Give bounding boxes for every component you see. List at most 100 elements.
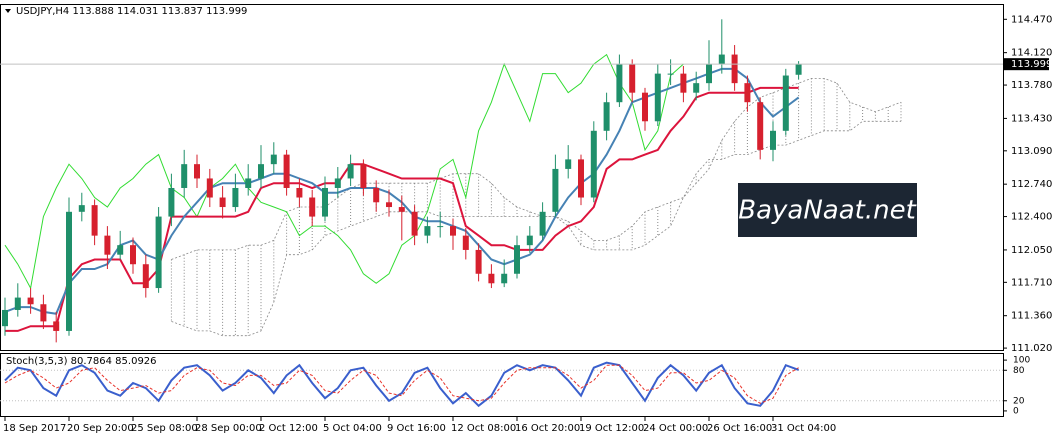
candle-body [2,309,8,327]
x-tick-label: 20 Sep 20:00 [67,423,134,434]
candle-body [398,207,405,212]
chart-title: USDJPY,H4 113.888 114.031 113.837 113.99… [16,6,247,17]
candle-body [360,164,367,188]
candle-body [386,202,392,208]
last-price-label: 113.999 [1011,59,1052,70]
last-price-tag [1004,58,1049,71]
candle-body [578,159,584,198]
candle-body [258,164,264,179]
candle-body [718,54,725,65]
candle-body [654,73,661,122]
candle-body [14,297,21,310]
main-panel-frame [0,4,1004,351]
candle-body [27,297,34,305]
candle-body [219,197,226,208]
x-tick-label: 2 Oct 12:00 [259,423,318,434]
candle-body [744,83,751,103]
candle-body [66,211,72,331]
candle-body [488,273,495,284]
candle-body [411,211,418,236]
candle-body [642,92,648,122]
candle-body [206,178,213,198]
candle-body [782,75,789,131]
y-tick-label: 111.020 [1011,343,1052,354]
y-tick-label: 112.400 [1011,212,1052,223]
candle-body [552,168,559,212]
candle-body [53,321,60,331]
candle-body [245,178,252,188]
candle-body [181,164,188,188]
y-tick-label: 100 [1013,356,1030,366]
candle-body [603,102,610,131]
stoch-line [4,364,799,404]
y-tick-label: 0 [1013,406,1019,416]
candle-body [501,273,508,284]
x-tick-label: 25 Sep 08:00 [131,423,198,434]
y-tick-label: 113.430 [1011,113,1052,124]
candle-body [309,197,316,217]
y-tick-label: 80 [1013,366,1025,376]
x-tick-label: 28 Sep 00:00 [195,423,262,434]
candle-body [706,64,712,84]
candle-body [757,102,764,150]
stoch-title: Stoch(3,5,3) 80.7864 85.0926 [6,356,157,367]
candle-body [514,245,520,274]
x-tick-label: 9 Oct 16:00 [387,423,446,434]
candle-body [565,159,572,169]
candle-body [437,226,444,228]
candle-body [667,73,674,75]
cloud-span-b [171,120,901,337]
candle-body [347,164,354,179]
candle-body [104,235,111,255]
candle-body [78,205,85,212]
watermark-box [738,183,917,237]
candle-body [680,73,687,93]
y-tick-label: 113.780 [1011,80,1052,91]
candle-body [91,205,98,236]
x-tick-label: 5 Oct 04:00 [323,423,382,434]
candle-body [795,64,802,75]
stoch-panel-frame [0,353,1004,417]
candle-body [232,187,239,208]
indicator-line [4,67,800,315]
panel-arrow [5,9,11,13]
y-tick-label: 20 [1013,396,1025,406]
indicator-line [5,86,799,332]
cloud-span-a [171,78,902,260]
candle-body [373,187,380,203]
candle-body [616,64,623,103]
x-tick-label: 12 Oct 08:00 [451,423,516,434]
y-tick-label: 113.090 [1011,146,1052,157]
x-tick-label: 16 Oct 20:00 [515,423,580,434]
candle-body [322,187,328,217]
x-tick-label: 19 Oct 12:00 [579,423,644,434]
x-tick-label: 24 Oct 00:00 [643,423,708,434]
stoch-line [4,361,799,408]
indicator-line [4,53,684,290]
candle-body [270,154,277,165]
y-tick-label: 112.050 [1011,245,1052,256]
y-tick-label: 114.120 [1011,48,1052,59]
candle-body [142,264,149,289]
candle-body [526,235,533,246]
candle-body [155,216,162,289]
watermark: BayaNaat.net [738,183,917,237]
candle-body [130,245,136,265]
watermark-text: BayaNaat.net [738,196,916,226]
candle-body [168,187,175,217]
x-tick-label: 18 Sep 2017 [3,423,66,434]
x-tick-label: 31 Oct 04:00 [771,423,836,434]
candle-body [629,64,636,93]
y-tick-label: 112.740 [1011,179,1052,190]
candle-body [450,226,456,236]
candle-body [731,54,738,84]
candle-body [40,304,47,322]
x-tick-label: 26 Oct 16:00 [707,423,772,434]
candle-body [770,130,776,150]
candle-body [462,235,469,250]
candle-body [117,245,124,255]
candle-body [296,187,303,198]
candle-body [693,83,700,93]
candle-body [475,249,482,274]
y-tick-label: 111.710 [1011,277,1052,288]
